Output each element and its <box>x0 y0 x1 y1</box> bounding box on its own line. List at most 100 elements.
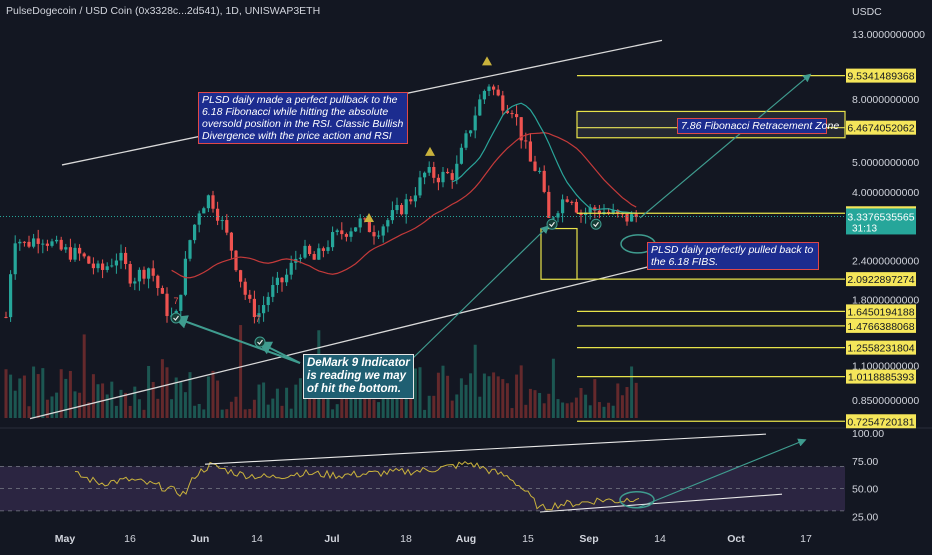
candle-body <box>45 243 49 246</box>
time-tick-label: 14 <box>654 533 666 545</box>
volume-bar <box>128 405 132 418</box>
candle-body <box>206 195 210 209</box>
volume-bar <box>225 409 229 418</box>
volume-bar <box>584 394 588 418</box>
candle-body <box>349 231 353 237</box>
candle-body <box>285 274 289 283</box>
volume-bar <box>252 399 256 418</box>
candle-body <box>354 227 358 232</box>
demark-label: 7 <box>255 314 260 324</box>
volume-bar <box>73 391 77 418</box>
candle-body <box>321 248 325 251</box>
candle-body <box>156 275 160 289</box>
volume-bar <box>82 334 86 418</box>
volume-bar <box>179 381 183 418</box>
candle-body <box>239 270 243 282</box>
candle-body <box>611 210 615 213</box>
candle-body <box>331 232 335 248</box>
candle-body <box>225 220 229 233</box>
candle-body <box>496 89 500 96</box>
candle-body <box>128 264 132 284</box>
volume-bar <box>4 369 8 418</box>
candle-body <box>597 210 601 215</box>
volume-bar <box>110 381 114 418</box>
volume-bar <box>59 369 63 418</box>
candle-body <box>446 171 450 174</box>
candle-body <box>13 243 17 275</box>
volume-bar <box>570 402 574 418</box>
candle-body <box>634 214 638 218</box>
fib-tag-label: 2.0922897274 <box>847 274 914 286</box>
candle-body <box>427 166 431 173</box>
volume-bar <box>197 403 201 418</box>
volume-bar <box>588 405 592 418</box>
volume-bar <box>427 395 431 418</box>
price-tick-label: 4.0000000000 <box>852 187 919 199</box>
candle-body <box>519 117 523 141</box>
volume-bar <box>248 408 252 418</box>
candle-body <box>344 234 348 237</box>
volume-bar <box>206 376 210 418</box>
pullback-arrow <box>410 225 550 361</box>
candle-body <box>193 224 197 241</box>
candle-body <box>409 199 413 202</box>
volume-bar <box>625 387 629 418</box>
moving-average-red <box>171 132 637 279</box>
candle-body <box>386 220 390 227</box>
volume-bar <box>344 387 348 418</box>
volume-bar <box>528 388 532 418</box>
fib-price-tag: 1.6450194188 <box>846 304 916 319</box>
volume-bar <box>602 406 606 418</box>
volume-bar <box>634 382 638 418</box>
fib-tag-bg <box>846 272 916 287</box>
volume-bar <box>538 392 542 418</box>
candle-body <box>418 177 422 196</box>
check-icon <box>546 218 558 230</box>
volume-bar <box>13 390 17 418</box>
last-price-value: 3.3376535565 <box>847 211 914 223</box>
volume-bar <box>459 378 463 418</box>
volume-bar <box>423 409 427 418</box>
candle-body <box>390 210 394 221</box>
rsi-tick-label: 25.00 <box>852 511 878 523</box>
volume-bar <box>298 378 302 418</box>
candle-body <box>372 232 376 237</box>
fib-tag-label: 1.4766388068 <box>847 321 914 333</box>
demark-arrow-1 <box>173 315 301 364</box>
volume-bar <box>505 383 509 418</box>
volume-bar <box>193 405 197 418</box>
candle-body <box>220 220 224 222</box>
volume-bar <box>478 396 482 418</box>
candle-body <box>510 113 514 115</box>
candle-body <box>4 316 8 318</box>
volume-bar <box>174 377 178 418</box>
volume-bar <box>64 378 68 418</box>
candle-body <box>326 247 330 251</box>
volume-bar <box>105 394 109 418</box>
price-tick-label: 0.8500000000 <box>852 395 919 407</box>
candle-body <box>27 241 31 247</box>
volume-bar <box>160 359 164 418</box>
time-tick-label: 15 <box>522 533 534 545</box>
price-tick-label: 2.4000000000 <box>852 256 919 268</box>
time-tick-label: 16 <box>124 533 136 545</box>
volume-bar <box>321 380 325 418</box>
candle-body <box>317 248 321 260</box>
fib-box <box>540 227 578 280</box>
rsi-tick-label: 50.00 <box>852 484 878 496</box>
volume-bar <box>55 392 59 418</box>
fib-price-tag: 1.0118885393 <box>846 369 916 384</box>
candle-body <box>142 269 146 279</box>
volume-bar <box>561 402 565 418</box>
volume-bar <box>473 344 477 418</box>
volume-bar <box>492 372 496 418</box>
candle-body <box>59 239 63 250</box>
volume-bar <box>340 395 344 418</box>
fib-price-tag: 2.0922897274 <box>846 272 916 287</box>
volume-bar <box>432 395 436 418</box>
candle-body <box>473 115 477 131</box>
candle-body <box>436 177 440 183</box>
volume-bar <box>68 370 72 418</box>
